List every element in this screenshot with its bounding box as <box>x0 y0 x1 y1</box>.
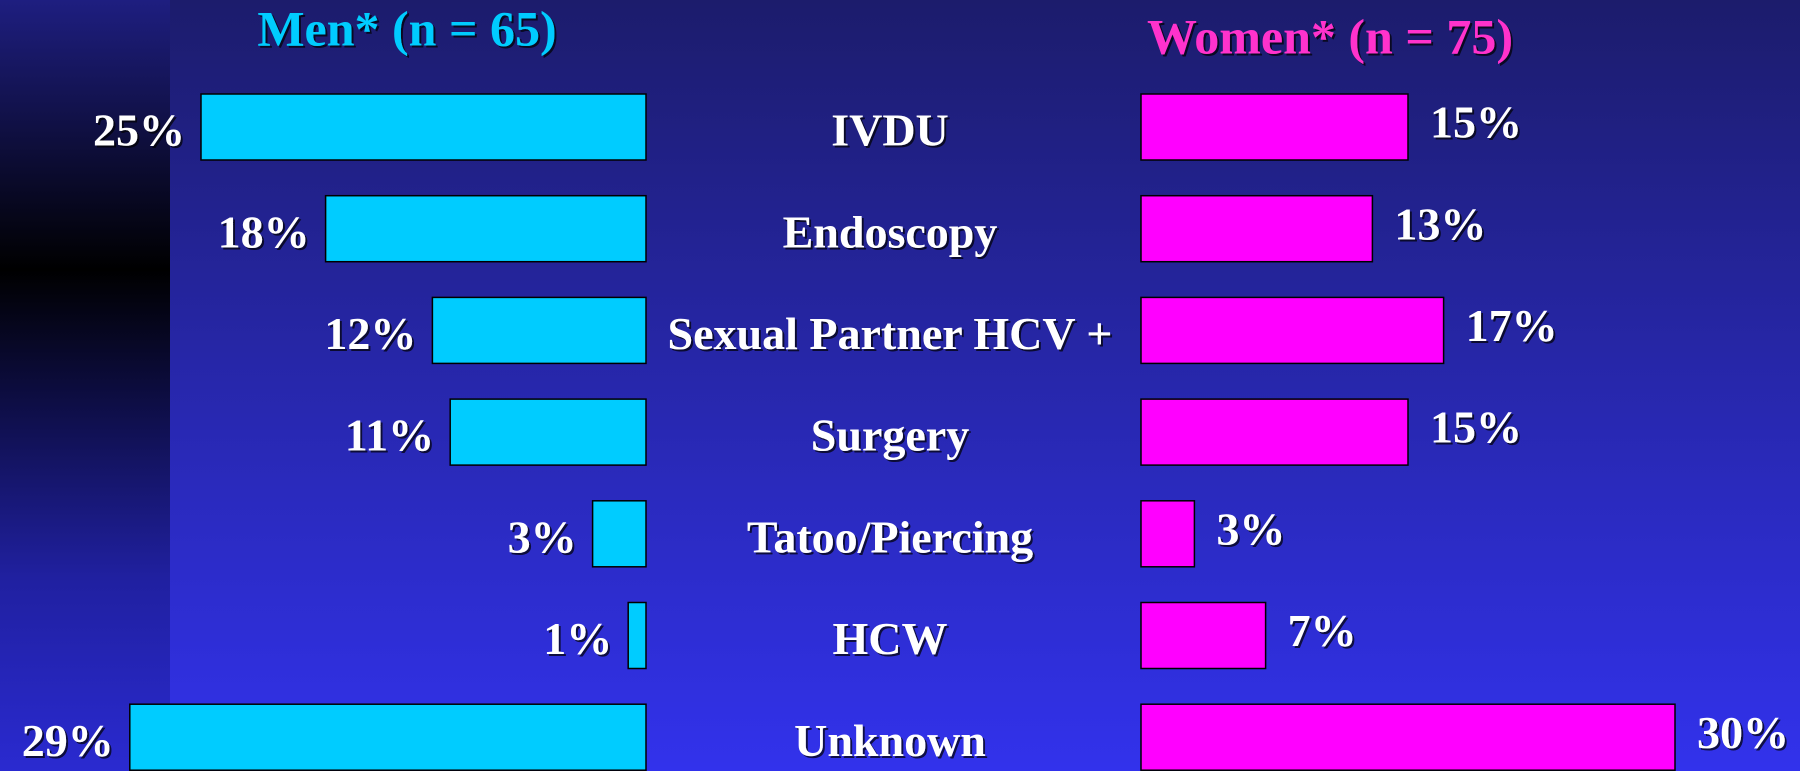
men-bar <box>129 703 647 771</box>
women-bar <box>1140 703 1676 771</box>
men-bar <box>200 93 647 161</box>
women-value-label: 15% <box>1430 402 1522 453</box>
men-value-label: 12% <box>324 308 416 359</box>
men-value-label: 1% <box>543 613 612 664</box>
women-value-label: 13% <box>1394 198 1486 249</box>
women-value-label: 17% <box>1466 300 1558 351</box>
men-value-label: 3% <box>508 511 577 562</box>
women-bar <box>1140 601 1267 670</box>
men-bar <box>627 601 647 670</box>
women-bar <box>1140 194 1374 263</box>
women-value-label: 15% <box>1430 97 1522 148</box>
women-bar <box>1140 296 1445 365</box>
category-label: Surgery <box>811 410 969 461</box>
category-label: Tatoo/Piercing <box>747 511 1033 562</box>
women-bar <box>1140 500 1196 568</box>
men-value-label: 25% <box>93 105 185 156</box>
category-label: Sexual Partner HCV + <box>668 308 1113 359</box>
men-bar <box>324 194 647 263</box>
men-header: Men* (n = 65) <box>257 0 556 56</box>
side-strip <box>0 0 170 771</box>
women-bar <box>1140 93 1409 161</box>
men-bar <box>449 398 647 466</box>
men-value-label: 11% <box>345 410 434 461</box>
men-bar <box>591 500 647 568</box>
category-label: HCW <box>833 613 948 664</box>
women-bar <box>1140 398 1409 466</box>
women-value-label: 3% <box>1216 503 1285 554</box>
men-bar <box>431 296 647 365</box>
women-value-label: 7% <box>1288 605 1357 656</box>
men-value-label: 18% <box>218 206 310 257</box>
men-value-label: 29% <box>22 715 114 766</box>
category-label: Endoscopy <box>783 206 998 257</box>
women-value-label: 30% <box>1697 707 1789 758</box>
women-header: Women* (n = 75) <box>1147 8 1513 64</box>
category-label: Unknown <box>794 715 986 766</box>
category-label: IVDU <box>831 105 949 156</box>
